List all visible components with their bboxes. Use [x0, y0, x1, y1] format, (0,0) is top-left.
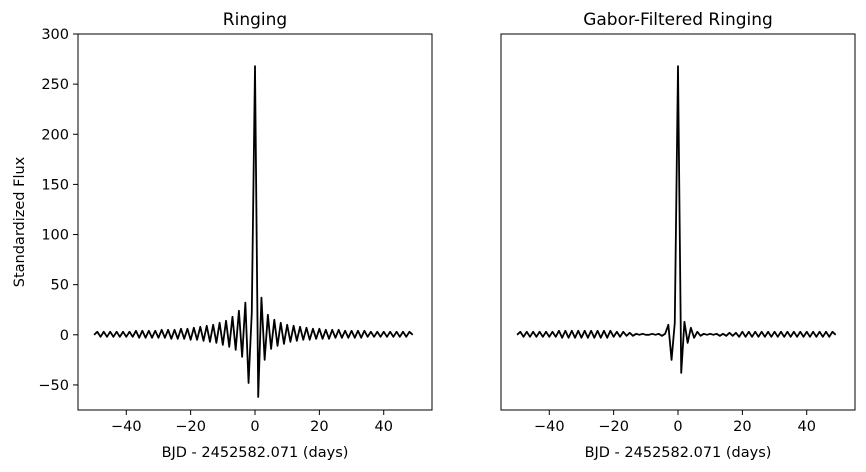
y-tick-label: 250: [41, 77, 69, 93]
x-tick-label: −20: [598, 419, 629, 435]
x-axis-label: BJD - 2452582.071 (days): [162, 445, 349, 461]
x-tick-label: 40: [375, 419, 393, 435]
series-line: [516, 65, 837, 374]
chart-panel-2: −40 −20 0 20 40 Gabor-Filtered Ringing BJD - 2…: [500, 10, 856, 461]
y-tick-label: 0: [60, 328, 69, 344]
chart-title: Ringing: [223, 10, 287, 30]
x-axis-label: BJD - 2452582.071 (days): [585, 445, 772, 461]
y-tick-label: 300: [41, 27, 69, 43]
y-tick-label: 150: [41, 177, 69, 193]
x-tick-label: 0: [250, 419, 259, 435]
y-tick-label: 100: [41, 228, 69, 244]
x-tick-label: −40: [534, 419, 565, 435]
x-tick-label: 20: [733, 419, 751, 435]
x-tick-label: −20: [175, 419, 206, 435]
x-tick-label: 0: [673, 419, 682, 435]
series-line: [93, 65, 414, 398]
chart-title: Gabor-Filtered Ringing: [583, 10, 773, 30]
y-axis-label: Standardized Flux: [12, 156, 28, 287]
x-tick-label: −40: [111, 419, 142, 435]
y-tick-label: −50: [38, 378, 69, 394]
chart-panel-1: −40 −20 0 20 40 −50 0 50 100 150 200 250 300 Ringing B…: [12, 10, 433, 461]
x-tick-label: 40: [798, 419, 816, 435]
y-tick-label: 50: [51, 278, 69, 294]
y-tick-label: 200: [41, 127, 69, 143]
x-tick-label: 20: [310, 419, 328, 435]
